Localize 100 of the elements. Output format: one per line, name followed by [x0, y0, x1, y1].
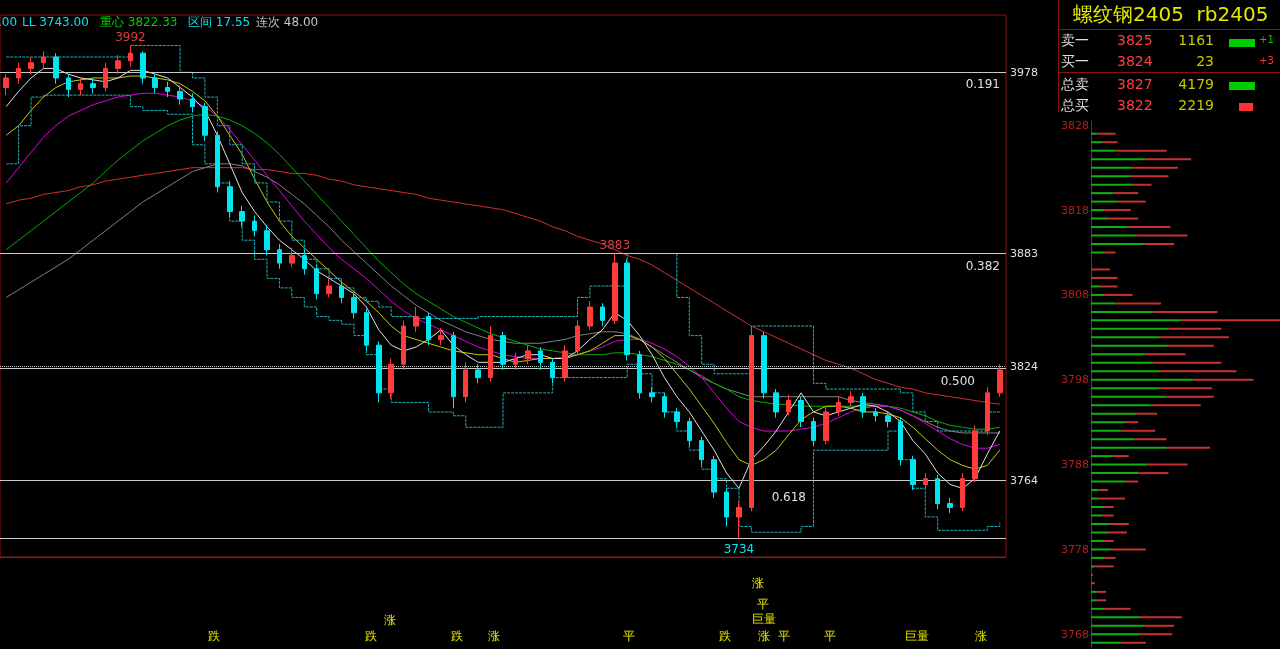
candlestick — [972, 424, 978, 484]
bar — [1166, 446, 1211, 449]
candlestick — [612, 253, 618, 325]
bar — [1159, 387, 1212, 390]
bar — [1090, 302, 1116, 305]
bar — [1090, 438, 1135, 441]
y-tick-label: 3768 — [1060, 627, 1089, 641]
bar — [1153, 310, 1218, 313]
text: 涨 — [752, 576, 764, 590]
bar — [1111, 548, 1146, 551]
bar — [1090, 395, 1167, 398]
bar — [1090, 243, 1144, 246]
bar — [1159, 336, 1229, 339]
text: 买一 — [1061, 53, 1089, 71]
candlestick — [724, 487, 729, 527]
bar — [1104, 251, 1116, 254]
y-tick-label: 3798 — [1060, 373, 1089, 387]
y-tick-label: 3828 — [1060, 118, 1089, 132]
annotation: LL 3743.00 — [22, 15, 89, 29]
candlestick — [78, 77, 83, 96]
candlestick — [848, 390, 854, 407]
bar — [1096, 132, 1116, 135]
bar — [1168, 327, 1222, 330]
bar — [1090, 336, 1160, 339]
text: 螺纹钢2405 rb2405 — [1059, 0, 1280, 30]
candlestick — [152, 73, 158, 94]
bar — [1090, 522, 1110, 525]
bar — [1090, 590, 1097, 593]
bar — [1104, 506, 1114, 509]
bar — [1166, 395, 1214, 398]
bar — [1090, 616, 1141, 619]
candlestick — [475, 363, 481, 384]
candlestick — [711, 455, 717, 499]
bar — [1090, 370, 1160, 373]
bar — [1090, 268, 1110, 271]
bar — [1130, 175, 1169, 178]
text: 涨 — [384, 613, 396, 627]
bar — [1132, 183, 1152, 186]
candlestick — [600, 302, 605, 327]
bar — [1090, 582, 1095, 585]
bar — [1090, 209, 1105, 212]
bar — [1090, 497, 1099, 500]
candlestick — [277, 243, 282, 270]
bar — [1102, 141, 1118, 144]
bar — [1090, 446, 1167, 449]
bar — [1090, 132, 1097, 135]
bar — [1090, 404, 1152, 407]
candlestick — [525, 344, 531, 365]
candlestick — [165, 81, 170, 98]
text: 3825 — [1117, 32, 1153, 48]
candlestick — [28, 56, 34, 75]
candlestick — [736, 501, 742, 539]
y-tick-label: 3978 — [1010, 65, 1038, 79]
bar — [1104, 293, 1133, 296]
bar — [1090, 200, 1118, 203]
candlestick — [66, 73, 71, 98]
y-tick-label: 3808 — [1060, 288, 1089, 302]
bar — [1115, 149, 1167, 152]
candlestick — [910, 455, 916, 491]
bar — [1090, 166, 1133, 169]
candlestick — [90, 77, 96, 94]
candlestick — [177, 85, 183, 106]
candlestick — [587, 300, 593, 331]
text: 跌 — [719, 629, 731, 643]
bar — [1096, 599, 1107, 602]
candlestick — [103, 62, 108, 92]
candlestick — [550, 358, 555, 384]
candlestick — [947, 497, 953, 514]
bar — [1090, 489, 1099, 492]
bar — [1145, 158, 1192, 161]
candlestick — [823, 405, 829, 445]
bar — [1090, 421, 1126, 424]
candlestick — [252, 214, 257, 237]
text: 涨 — [975, 629, 987, 643]
bar — [1145, 353, 1186, 356]
text: 巨量 — [905, 629, 929, 643]
bar — [1153, 361, 1222, 364]
bar — [1090, 480, 1126, 483]
bar — [1193, 378, 1254, 381]
bar — [1090, 217, 1108, 220]
bar — [1090, 455, 1114, 458]
bar — [1090, 599, 1097, 602]
bar — [1090, 429, 1122, 432]
text: 总卖 — [1061, 76, 1089, 94]
bar — [1134, 438, 1167, 441]
bar — [1113, 192, 1139, 195]
candlestick — [960, 472, 965, 512]
bar — [1090, 565, 1095, 568]
bar — [1126, 226, 1171, 229]
bar — [1102, 514, 1114, 517]
candlestick — [624, 258, 630, 361]
bar — [1090, 633, 1141, 636]
annotation: 0.500 — [940, 374, 975, 388]
bar — [1109, 522, 1129, 525]
annotation: 0.191 — [965, 77, 1000, 91]
text: 3827 — [1117, 76, 1153, 92]
bar — [1090, 251, 1105, 254]
bar — [1090, 463, 1148, 466]
candlestick — [749, 325, 754, 512]
candlestick — [860, 392, 866, 419]
